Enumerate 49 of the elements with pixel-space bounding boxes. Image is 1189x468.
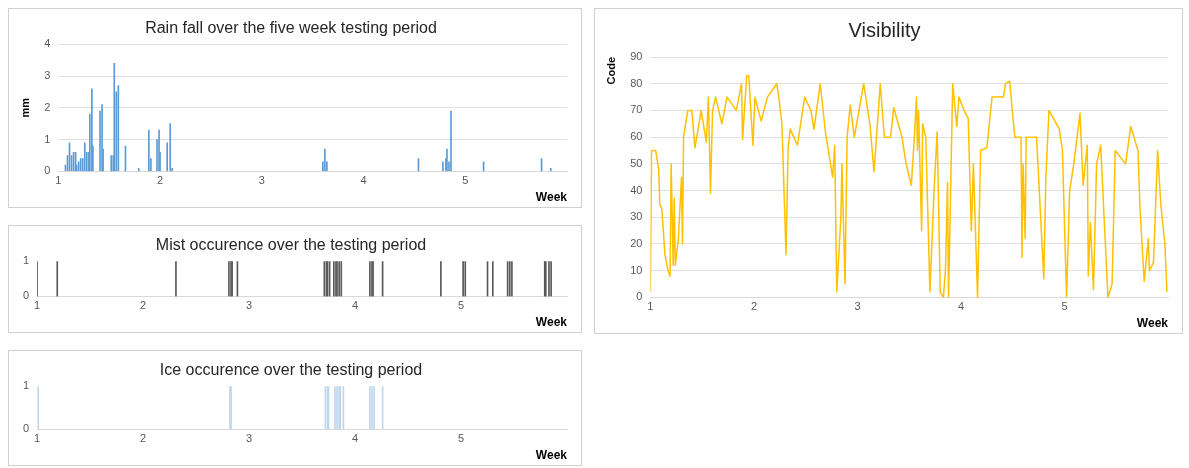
y-tick-label: 0 xyxy=(22,289,30,302)
x-tick-label: 2 xyxy=(750,300,758,313)
x-axis-title: Week xyxy=(1136,316,1169,331)
x-tick-label: 1 xyxy=(647,300,654,313)
x-tick-label: 2 xyxy=(156,174,164,187)
y-tick-label: 1 xyxy=(44,132,51,145)
x-tick-label: 4 xyxy=(351,299,359,312)
y-tick-label: 4 xyxy=(44,37,51,50)
y-tick-label: 0 xyxy=(22,422,30,435)
y-tick-label: 60 xyxy=(630,130,643,143)
x-tick-label: 2 xyxy=(140,299,147,312)
x-tick-label: 4 xyxy=(957,300,965,313)
chart-title: Rain fall over the five week testing period xyxy=(145,19,437,37)
y-tick-label: 30 xyxy=(630,210,643,223)
y-tick-label: 0 xyxy=(44,164,51,177)
y-tick-label: 70 xyxy=(630,103,643,116)
x-tick-label: 3 xyxy=(246,299,253,312)
x-tick-label: 1 xyxy=(34,299,41,312)
y-tick-label: 90 xyxy=(630,50,643,63)
x-tick-label: 5 xyxy=(1061,300,1068,313)
chart-title: Visibility xyxy=(848,18,921,41)
y-tick-label: 0 xyxy=(636,290,643,303)
y-axis-title: Code xyxy=(604,57,617,85)
x-axis-title: Week xyxy=(535,315,568,330)
y-tick-label: 3 xyxy=(44,69,51,82)
y-tick-label: 80 xyxy=(630,76,643,89)
x-tick-label: 2 xyxy=(140,432,147,445)
y-tick-label: 1 xyxy=(22,254,30,267)
x-tick-label: 5 xyxy=(462,174,469,187)
y-tick-label: 50 xyxy=(630,156,643,169)
chart-title: Ice occurence over the testing period xyxy=(159,361,423,379)
y-axis-title: mm xyxy=(18,97,31,118)
x-axis-title: Week xyxy=(535,448,568,463)
chart-title: Mist occurence over the testing period xyxy=(155,236,427,254)
y-tick-label: 20 xyxy=(630,237,643,250)
x-tick-label: 5 xyxy=(457,299,465,312)
y-tick-label: 1 xyxy=(22,379,30,392)
x-tick-label: 5 xyxy=(457,432,465,445)
x-tick-label: 3 xyxy=(246,432,253,445)
x-tick-label: 4 xyxy=(351,432,359,445)
x-axis-title: Week xyxy=(535,190,568,205)
x-tick-label: 1 xyxy=(55,174,62,187)
y-tick-label: 10 xyxy=(630,263,643,276)
x-tick-label: 3 xyxy=(258,174,265,187)
x-tick-label: 3 xyxy=(854,300,861,313)
x-tick-label: 4 xyxy=(360,174,367,187)
y-tick-label: 40 xyxy=(630,183,643,196)
y-tick-label: 2 xyxy=(44,100,51,113)
x-tick-label: 1 xyxy=(34,432,41,445)
